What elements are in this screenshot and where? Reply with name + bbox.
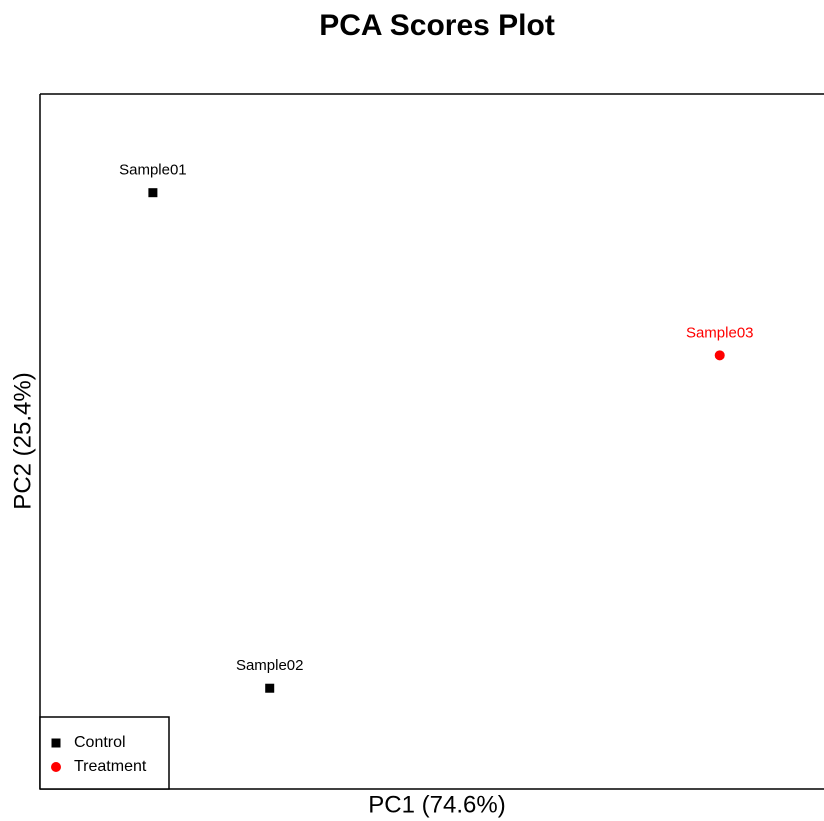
legend-marker [51, 738, 61, 748]
point-label: Sample03 [686, 324, 754, 341]
point [714, 350, 725, 361]
legend-box [39, 716, 170, 790]
point [265, 683, 275, 693]
y-axis-label: PC2 (25.4%) [9, 372, 36, 509]
legend-label: Treatment [74, 758, 147, 775]
point-label: Sample02 [236, 657, 304, 674]
x-axis-label: PC1 (74.6%) [368, 791, 505, 818]
point-label: Sample01 [119, 162, 187, 179]
chart-title: PCA Scores Plot [319, 9, 555, 42]
legend-label: Control [74, 734, 126, 751]
point [148, 188, 158, 198]
legend-marker [51, 762, 61, 772]
